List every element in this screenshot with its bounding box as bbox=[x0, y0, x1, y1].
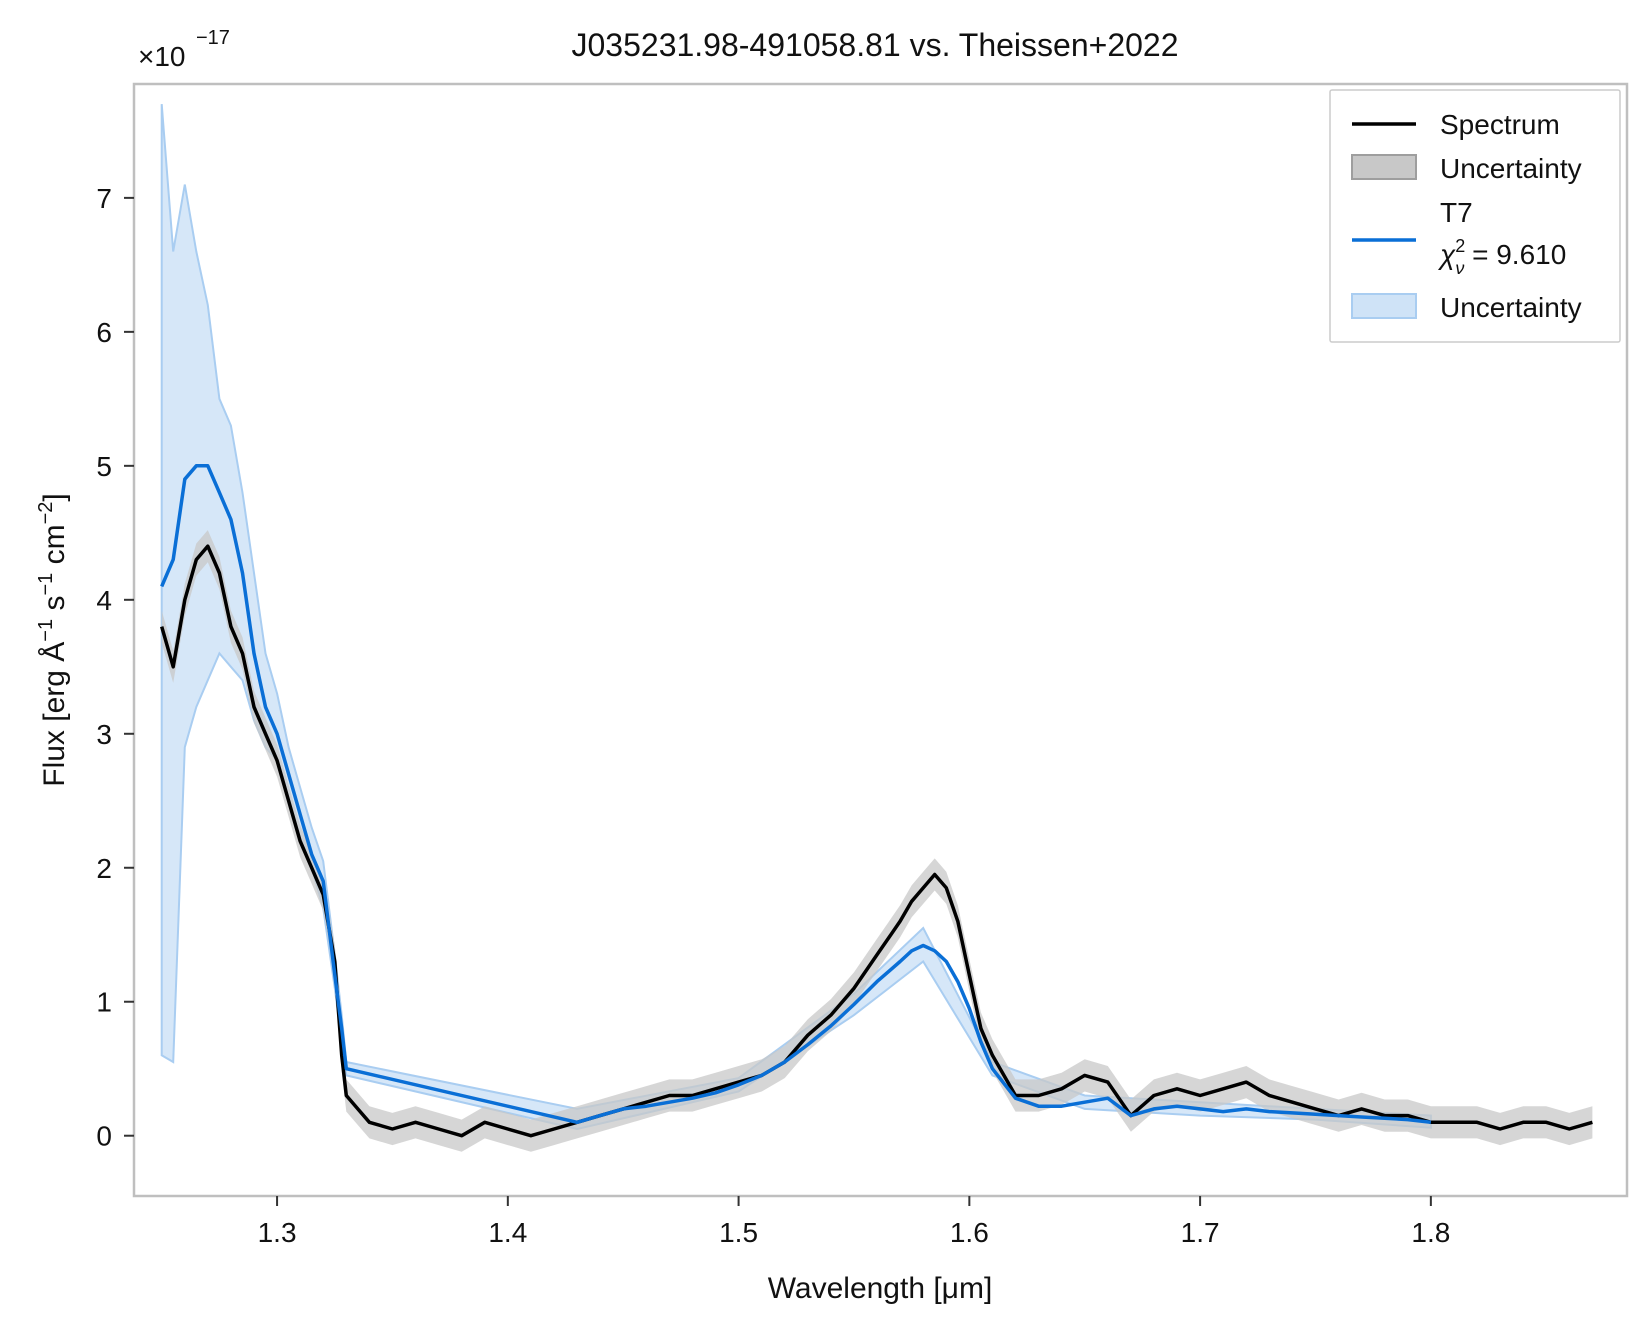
y-axis-label: Flux [erg Å−1 s−1 cm−2] bbox=[35, 493, 71, 787]
legend-spectrum-label: Spectrum bbox=[1440, 109, 1560, 140]
chi-sub: ν bbox=[1455, 258, 1464, 278]
y-tick-label: 2 bbox=[96, 853, 112, 884]
y-tick-label: 3 bbox=[96, 719, 112, 750]
x-axis: 1.3 1.4 1.5 1.6 1.7 1.8 bbox=[258, 1196, 1450, 1248]
x-tick-label: 1.6 bbox=[950, 1217, 989, 1248]
plot-area bbox=[160, 104, 1593, 1152]
y-tick-label: 5 bbox=[96, 451, 112, 482]
y-tick-label: 7 bbox=[96, 183, 112, 214]
y-tick-label: 0 bbox=[96, 1121, 112, 1152]
legend-box bbox=[1329, 89, 1621, 343]
x-tick-label: 1.5 bbox=[719, 1217, 758, 1248]
y-label-cm: cm bbox=[38, 524, 71, 572]
y-label-s: s bbox=[38, 596, 71, 619]
x-tick-label: 1.7 bbox=[1181, 1217, 1220, 1248]
legend-chi2: χ2 ν = 9.610 bbox=[1437, 236, 1566, 278]
y-axis: 0 1 2 3 4 5 6 7 bbox=[96, 183, 134, 1152]
legend-spectrum-uncertainty-label: Uncertainty bbox=[1440, 153, 1582, 184]
x-axis-label: Wavelength [μm] bbox=[768, 1272, 993, 1305]
y-offset-exponent: −17 bbox=[196, 27, 230, 49]
x-tick-label: 1.4 bbox=[488, 1217, 527, 1248]
chi-value: = 9.610 bbox=[1464, 239, 1566, 270]
axes-frame bbox=[132, 82, 1629, 1198]
legend-spectrum-uncertainty-swatch bbox=[1351, 154, 1417, 180]
y-tick-label: 1 bbox=[96, 987, 112, 1018]
y-label-exp-3: −2 bbox=[35, 502, 57, 525]
spectrum-line bbox=[160, 544, 1593, 1138]
chart-title: J035231.98-491058.81 vs. Theissen+2022 bbox=[572, 27, 1179, 63]
x-tick-label: 1.3 bbox=[258, 1217, 297, 1248]
legend-model-label: T7 bbox=[1440, 197, 1473, 228]
legend-model-uncertainty-label: Uncertainty bbox=[1440, 292, 1582, 323]
y-label-exp-2: −1 bbox=[35, 573, 57, 596]
y-label-close: ] bbox=[38, 493, 71, 501]
legend: Spectrum Uncertainty T7 χ2 ν = 9.610 Unce… bbox=[1329, 89, 1621, 343]
legend-model-uncertainty-swatch bbox=[1351, 293, 1417, 319]
y-tick-label: 4 bbox=[96, 585, 112, 616]
y-offset-base: ×10 bbox=[138, 41, 186, 72]
y-label-exp-1: −1 bbox=[35, 619, 57, 642]
chi-symbol: χ bbox=[1437, 239, 1456, 270]
x-tick-label: 1.8 bbox=[1411, 1217, 1450, 1248]
y-label-main: Flux [erg Å bbox=[38, 642, 71, 787]
chi-sup: 2 bbox=[1455, 236, 1465, 256]
model-line bbox=[160, 464, 1432, 1125]
y-tick-label: 6 bbox=[96, 317, 112, 348]
